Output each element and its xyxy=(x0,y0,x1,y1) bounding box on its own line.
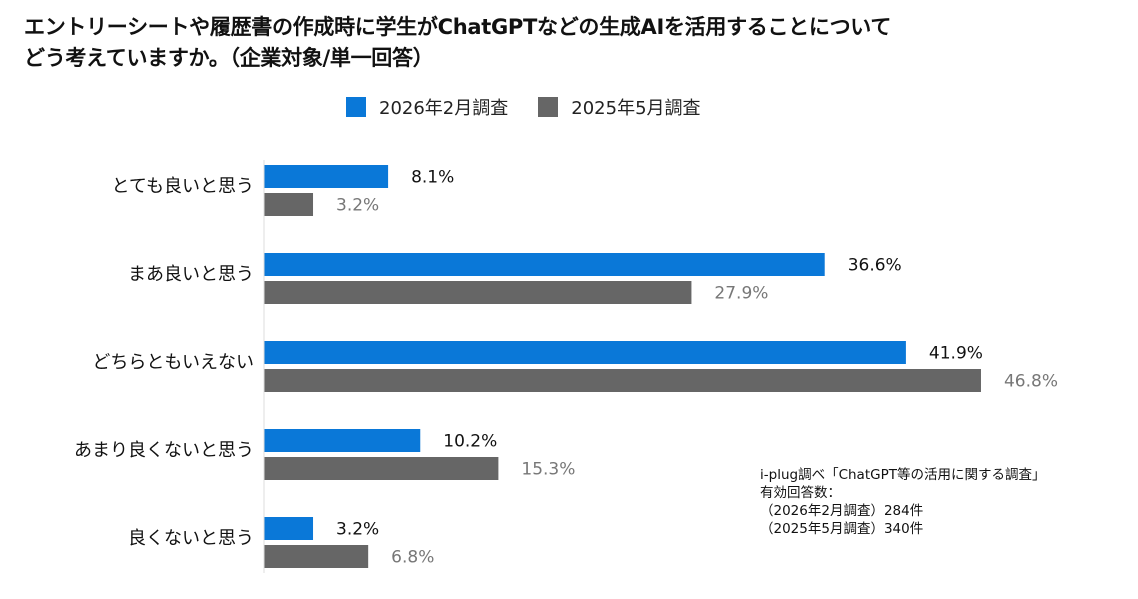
data-label-2025-2: 46.8% xyxy=(1004,372,1058,392)
bar-2026-2 xyxy=(264,341,906,364)
data-label-2025-0: 3.2% xyxy=(336,196,379,216)
chart-title: エントリーシートや履歴書の作成時に学生がChatGPTなどの生成AIを活用するこ… xyxy=(24,12,1084,74)
bar-2026-3 xyxy=(264,429,421,452)
source-line-4: （2025年5月調査）340件 xyxy=(760,521,924,537)
data-label-2026-0: 8.1% xyxy=(411,168,454,188)
bar-2026-1 xyxy=(264,253,825,276)
bar-2026-0 xyxy=(264,165,389,188)
bar-2026-4 xyxy=(264,517,314,540)
data-label-2025-1: 27.9% xyxy=(714,284,768,304)
legend-swatch-2026 xyxy=(346,97,366,117)
legend-item-2025: 2025年5月調査 xyxy=(538,94,701,120)
bar-2025-2 xyxy=(264,369,981,392)
source-note: i-plug調べ「ChatGPT等の活用に関する調査」 有効回答数： （2026年2… xyxy=(760,466,1045,538)
category-label: どちらともいえない xyxy=(92,352,254,373)
legend-label-2026: 2026年2月調査 xyxy=(379,98,509,119)
source-line-2: 有効回答数： xyxy=(760,485,841,501)
bar-2025-1 xyxy=(264,281,692,304)
data-label-2025-4: 6.8% xyxy=(391,548,434,568)
legend-swatch-2025 xyxy=(538,97,559,117)
data-label-2025-3: 15.3% xyxy=(521,460,575,480)
legend-item-2026: 2026年2月調査 xyxy=(346,94,508,120)
source-line-1: i-plug調べ「ChatGPT等の活用に関する調査」 xyxy=(760,467,1046,483)
chart-title-line-2: どう考えていますか。（企業対象/単一回答） xyxy=(24,46,434,70)
category-label: まあ良いと思う xyxy=(128,264,254,285)
bar-2025-4 xyxy=(264,545,369,568)
category-label: 良くないと思う xyxy=(128,528,254,549)
category-label: あまり良くないと思う xyxy=(74,440,254,461)
data-label-2026-2: 41.9% xyxy=(929,344,983,364)
legend-label-2025: 2025年5月調査 xyxy=(571,98,701,119)
category-label: とても良いと思う xyxy=(111,176,254,197)
source-line-3: （2026年2月調査）284件 xyxy=(760,503,924,519)
data-label-2026-4: 3.2% xyxy=(336,520,379,540)
legend: 2026年2月調査 2025年5月調査 xyxy=(346,93,731,121)
chart-title-line-1: エントリーシートや履歴書の作成時に学生がChatGPTなどの生成AIを活用するこ… xyxy=(24,15,892,39)
bar-2025-0 xyxy=(264,193,314,216)
data-label-2026-3: 10.2% xyxy=(443,432,497,452)
bar-2025-3 xyxy=(264,457,499,480)
data-label-2026-1: 36.6% xyxy=(848,256,902,276)
